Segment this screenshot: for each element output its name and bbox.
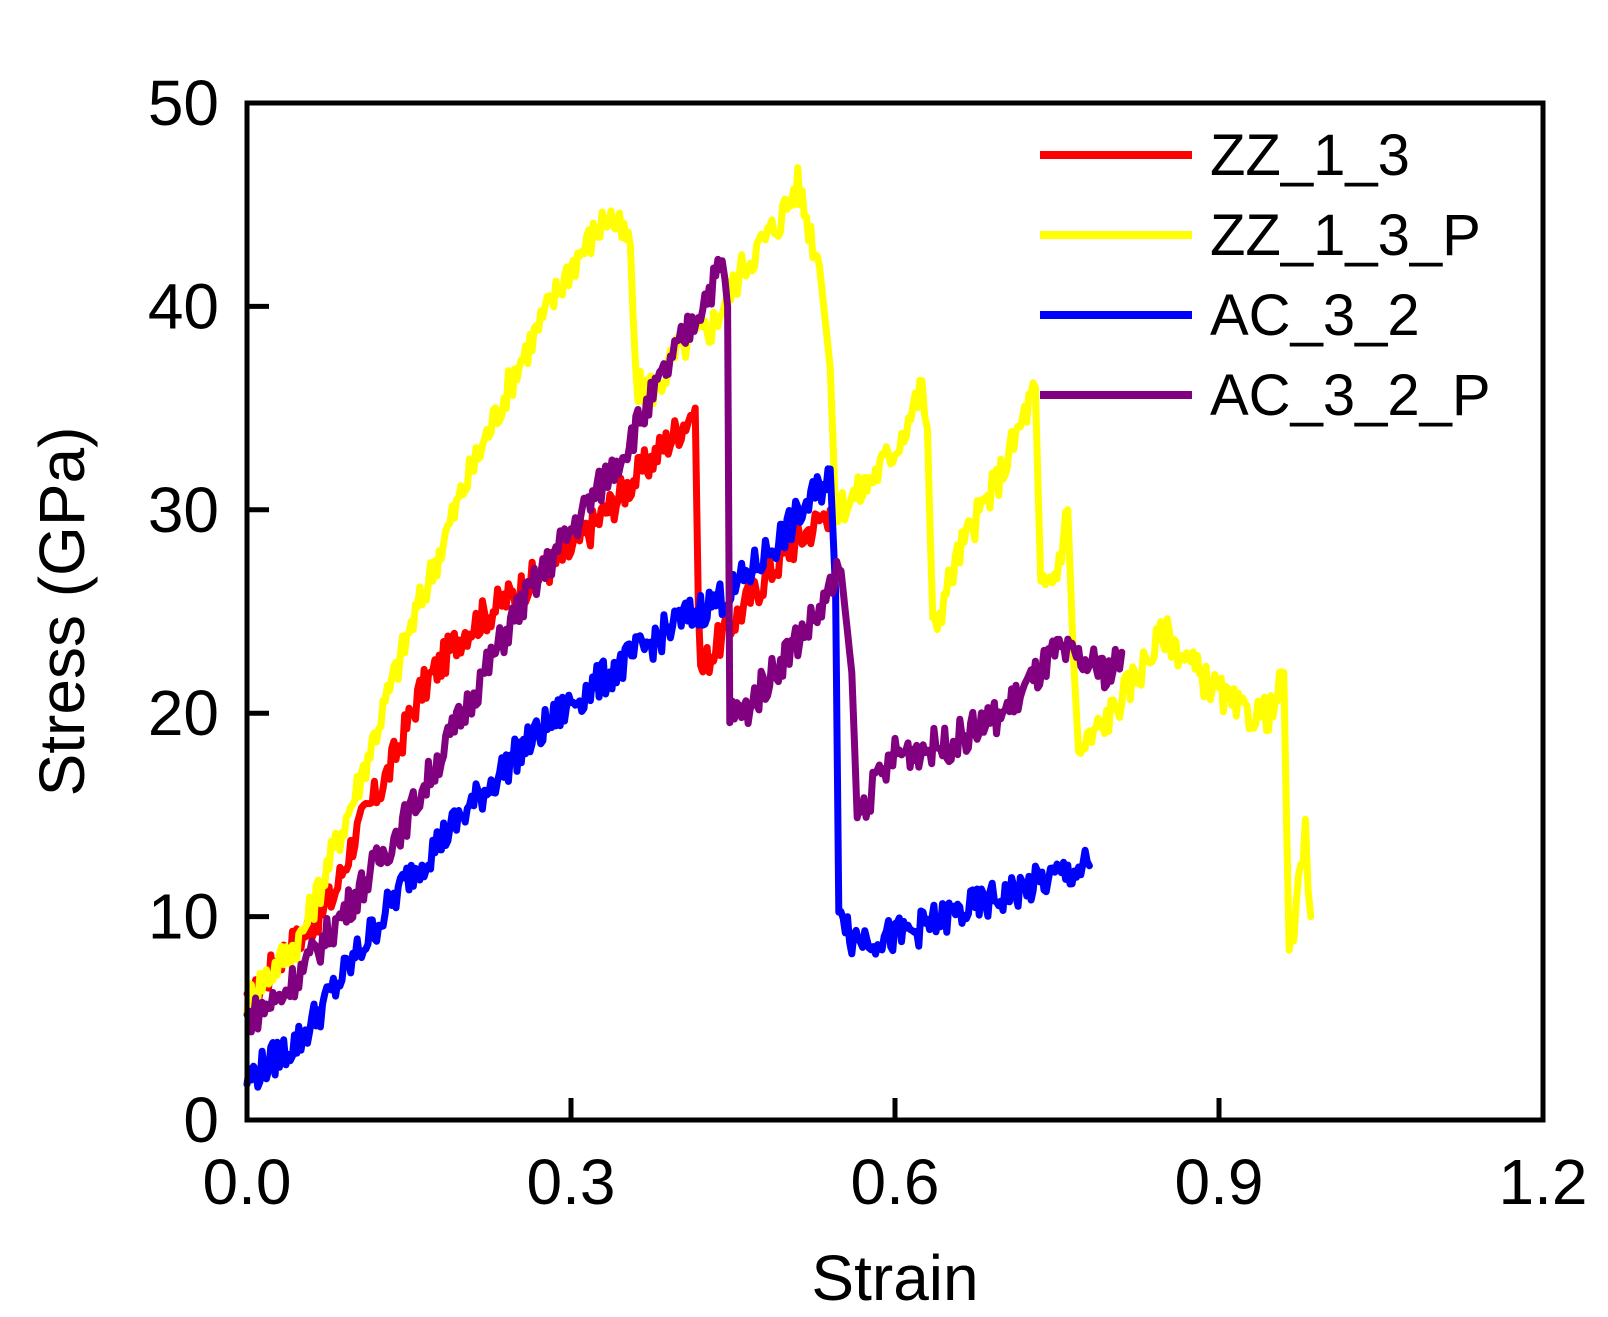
series-line-ac-3-2-p [243,255,1126,1036]
series-line-zz-1-3-p [243,164,1315,1016]
x-tick-label: 0.6 [851,1146,940,1218]
legend-label: ZZ_1_3 [1210,123,1410,188]
y-tick-label: 30 [148,474,219,546]
x-tick-label: 0.0 [203,1146,292,1218]
legend-label: AC_3_2_P [1210,363,1491,428]
y-tick-label: 20 [148,677,219,749]
y-axis-title: Stress (GPa) [26,427,98,797]
x-tick-label: 0.9 [1175,1146,1264,1218]
x-tick-label: 1.2 [1499,1146,1588,1218]
x-tick-label: 0.3 [527,1146,616,1218]
series-line-ac-3-2 [243,465,1093,1091]
series-layer [243,164,1315,1091]
legend-label: AC_3_2 [1210,283,1420,348]
y-tick-label: 50 [148,67,219,139]
ticks-layer: 0.0 0.3 0.6 0.9 1.2 0 10 20 30 40 50 [148,67,1588,1218]
y-tick-label: 0 [183,1084,219,1156]
y-tick-label: 40 [148,270,219,342]
legend-label: ZZ_1_3_P [1210,203,1481,268]
legend: ZZ_1_3 ZZ_1_3_P AC_3_2 AC_3_2_P [1040,123,1491,428]
x-axis-title: Strain [811,1242,978,1314]
y-tick-label: 10 [148,881,219,953]
